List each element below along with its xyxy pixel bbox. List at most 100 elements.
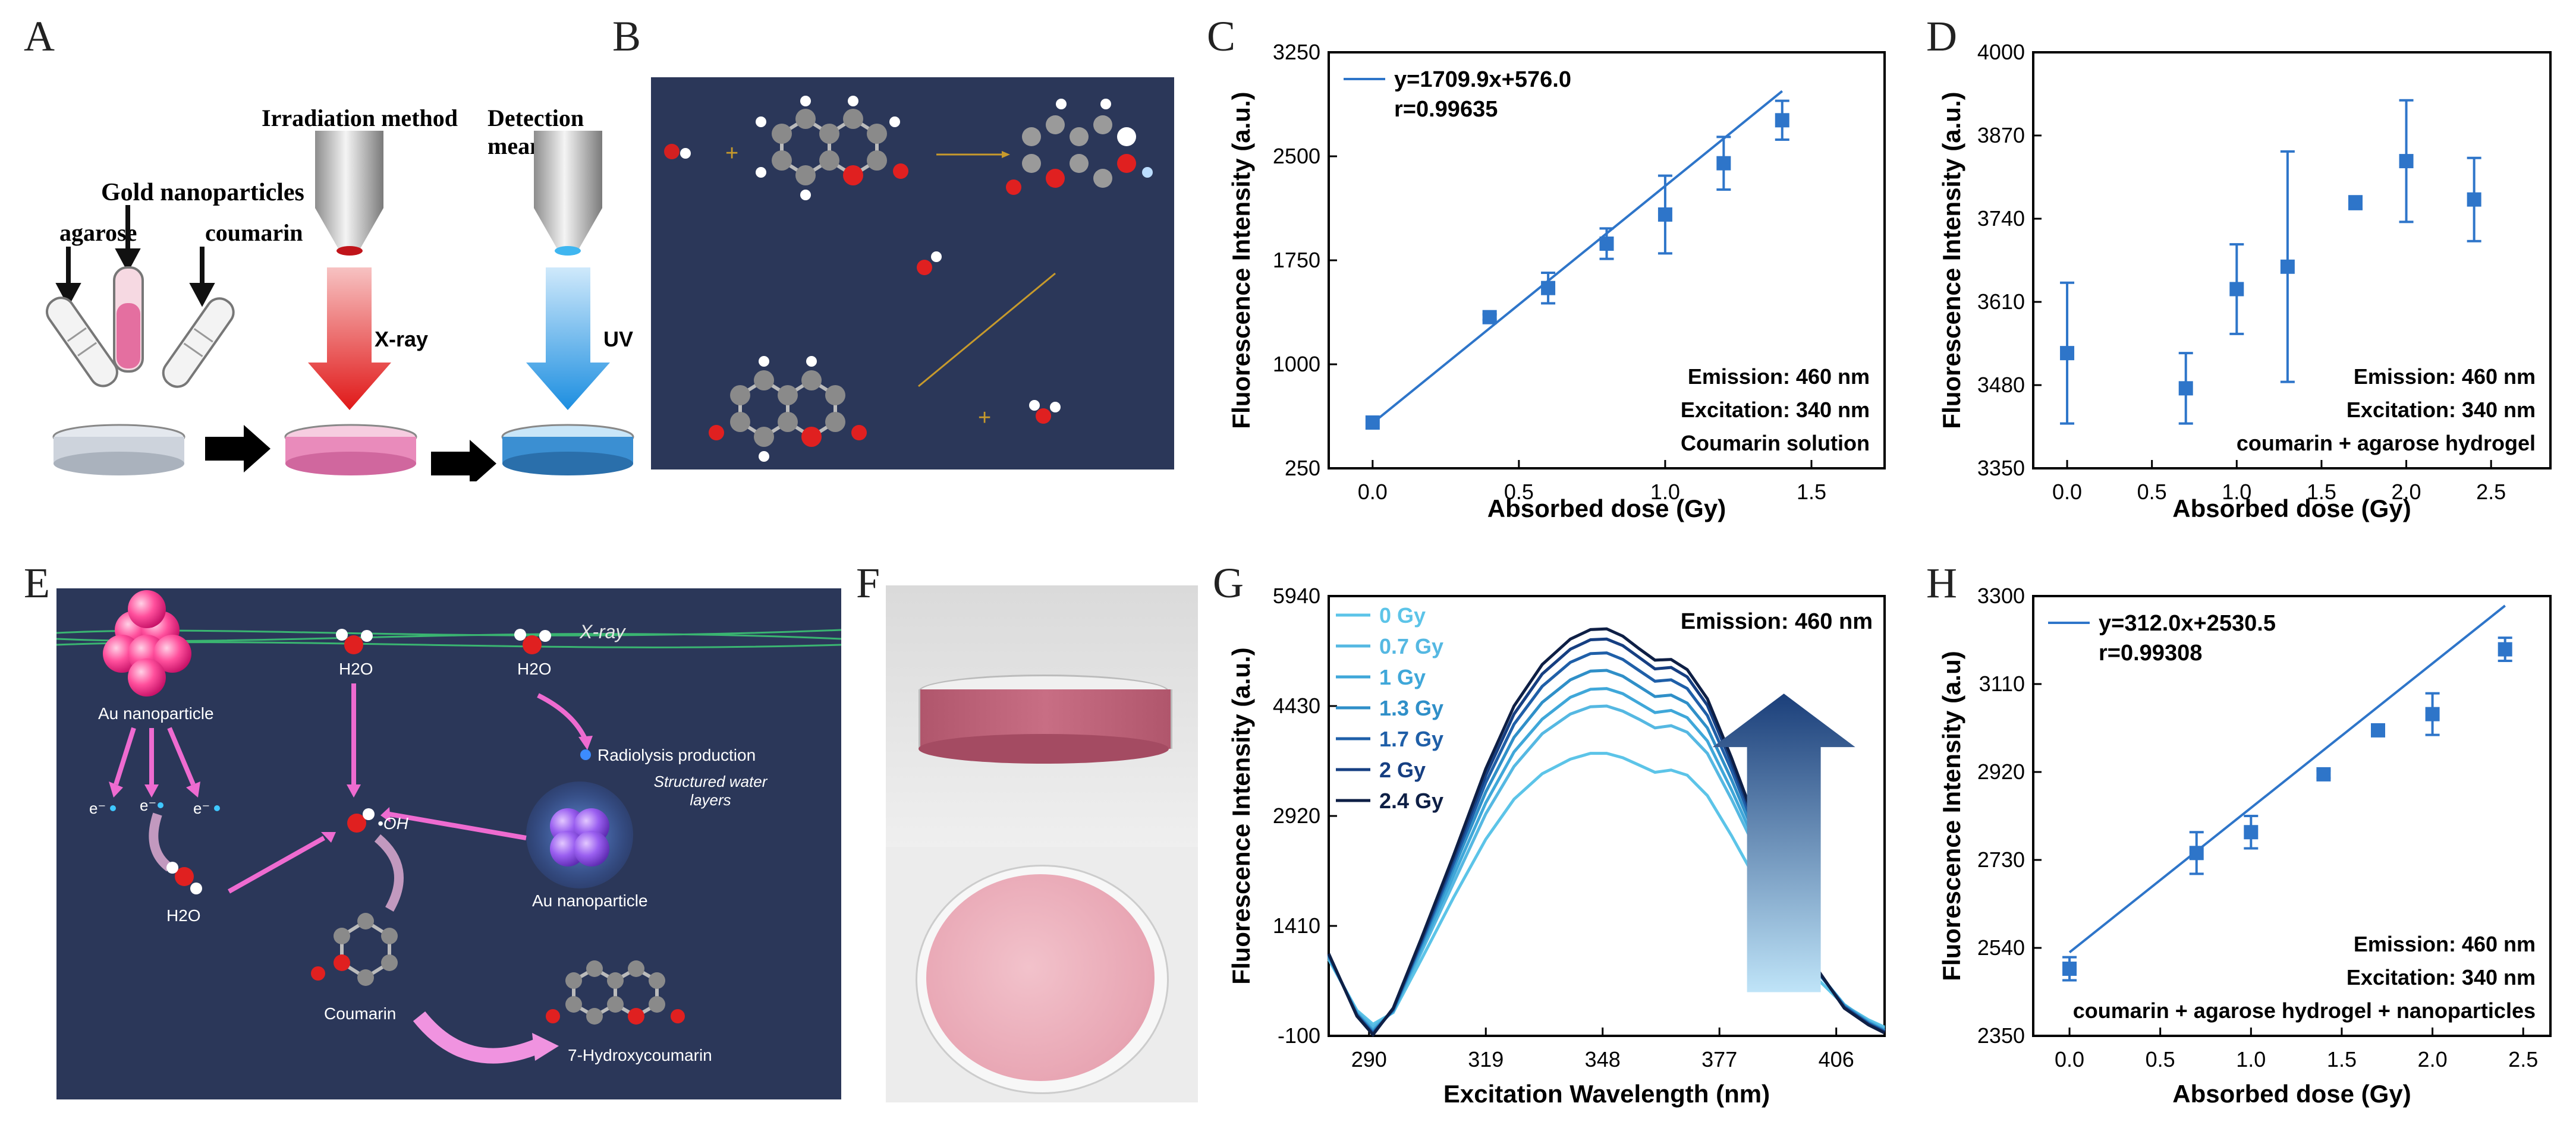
- water-product: [1029, 400, 1061, 424]
- panel-label-a: A: [24, 12, 55, 60]
- y-tick-label: 3480: [1977, 373, 2025, 397]
- mech-h2o-1: H2O: [339, 660, 373, 678]
- x-tick-label: 377: [1701, 1047, 1737, 1072]
- mech-e3: e⁻: [193, 799, 210, 817]
- x-axis-label: Absorbed dose (Gy): [2172, 1080, 2411, 1108]
- data-point: [1599, 237, 1614, 251]
- legend-label: 2.4 Gy: [1379, 789, 1443, 813]
- data-point: [2280, 259, 2295, 274]
- y-tick-label: 3740: [1977, 206, 2025, 231]
- x-tick-label: 2.0: [2418, 1047, 2448, 1072]
- schematic-panel: Gold nanoparticles agarose coumarin Irra…: [36, 77, 642, 481]
- note-line: Emission: 460 nm: [2354, 364, 2536, 389]
- emission-note: Emission: 460 nm: [1681, 609, 1873, 634]
- data-point: [2244, 825, 2259, 840]
- mech-au-label-2: Au nanoparticle: [532, 891, 648, 910]
- panel-label-g: G: [1213, 559, 1244, 607]
- mech-e1: e⁻: [89, 799, 106, 817]
- x-tick-label: 0.0: [2055, 1047, 2084, 1072]
- data-point: [2060, 346, 2075, 361]
- data-point: [1775, 113, 1789, 128]
- x-tick-label: 2.0: [2392, 480, 2421, 504]
- y-tick-label: 2540: [1977, 935, 2025, 960]
- mech-xray-label: X-ray: [580, 621, 625, 642]
- data-point: [1657, 207, 1672, 222]
- legend-equation: y=312.0x+2530.5: [2099, 611, 2276, 636]
- x-tick-label: 0.0: [2052, 480, 2082, 504]
- y-tick-label: 1000: [1273, 352, 1320, 376]
- x-tick-label: 1.5: [2307, 480, 2336, 504]
- xray-source: [308, 131, 391, 410]
- panel-label-d: D: [1926, 12, 1957, 60]
- x-tick-label: 319: [1468, 1047, 1504, 1072]
- coumarin-tube: [162, 297, 235, 388]
- data-point: [2178, 381, 2193, 396]
- data-point: [1482, 310, 1497, 324]
- dish-blue: [501, 424, 634, 475]
- y-tick-label: -100: [1278, 1023, 1320, 1048]
- note-line: coumarin + agarose hydrogel: [2237, 431, 2536, 455]
- arrowheads: [109, 736, 593, 843]
- au-nanoparticle-2: [550, 808, 609, 866]
- hydroxyl-radical-left: [664, 144, 691, 159]
- data-point: [2498, 642, 2512, 657]
- gold-tube: [113, 266, 144, 373]
- panel-label-f: F: [856, 559, 880, 607]
- y-axis-label: Fluorescence Intensity (a.u.): [1227, 92, 1255, 428]
- dish-plain: [52, 424, 185, 475]
- water-3: [166, 862, 202, 894]
- photo-dish-top: [886, 847, 1198, 1102]
- plus-sign-2: +: [978, 405, 991, 430]
- panel-label-b: B: [612, 12, 641, 60]
- x-tick-label: 290: [1351, 1047, 1387, 1072]
- x-tick-label: 1.0: [2236, 1047, 2266, 1072]
- note-line: coumarin + agarose hydrogel + nanopartic…: [2073, 998, 2536, 1023]
- note-line: Emission: 460 nm: [2354, 932, 2536, 956]
- legend-label: 0 Gy: [1379, 603, 1426, 628]
- x-tick-label: 1.5: [2327, 1047, 2357, 1072]
- y-tick-label: 2920: [1977, 760, 2025, 784]
- au-nanoparticle-cluster: [103, 590, 191, 697]
- y-tick-label: 2920: [1273, 803, 1320, 828]
- photo-dish-side: [886, 585, 1198, 847]
- note-line: Coumarin solution: [1681, 431, 1870, 455]
- y-tick-label: 2500: [1273, 144, 1320, 168]
- data-point: [2399, 154, 2414, 169]
- xray-label: X-ray: [375, 327, 429, 351]
- note-line: Excitation: 340 nm: [2347, 398, 2536, 422]
- uv-source: [526, 131, 610, 410]
- data-point: [2189, 846, 2204, 861]
- y-tick-label: 3250: [1273, 40, 1320, 64]
- x-tick-label: 0.5: [2137, 480, 2167, 504]
- flow-arrow-1: [205, 425, 271, 472]
- hydroxycoumarin-atoms: [709, 356, 867, 462]
- y-tick-label: 3610: [1977, 289, 2025, 314]
- y-axis-label: Fluorescence Intensity (a.u.): [1227, 647, 1255, 984]
- legend-label: 1.7 Gy: [1379, 727, 1443, 751]
- y-tick-label: 3110: [1979, 672, 2025, 696]
- water-1: [336, 629, 373, 654]
- agarose-tube: [45, 297, 118, 387]
- legend-equation: y=1709.9x+576.0: [1394, 67, 1571, 92]
- y-tick-label: 3870: [1977, 123, 2025, 147]
- plus-sign: +: [725, 141, 738, 166]
- y-tick-label: 4430: [1273, 694, 1320, 718]
- chart-g: 290 319 348 377 406 -100 1410 2920 4430 5940 Excit…: [1227, 584, 1886, 1108]
- reaction-panel: + +: [651, 77, 1174, 469]
- water-2: [514, 629, 551, 654]
- legend-r: r=0.99635: [1394, 97, 1498, 122]
- curve-e: [149, 812, 173, 872]
- data-point: [1365, 415, 1380, 430]
- x-tick-label: 0.5: [1504, 480, 1534, 504]
- plot-frame: [2032, 51, 2552, 469]
- flow-arrow-2: [431, 440, 496, 481]
- chart-d: 0.0 0.5 1.0 1.5 2.0 2.5 3350 3480 3610 3740 3870 40…: [1937, 40, 2552, 522]
- intermediate-molecule: [1006, 99, 1153, 195]
- chart-c: 0.0 0.5 1.0 1.5 250 1000 1750 2500 3250 Absorbed …: [1227, 40, 1886, 522]
- x-tick-label: 0.0: [1358, 480, 1388, 504]
- y-tick-label: 5940: [1273, 584, 1320, 608]
- data-point: [2425, 707, 2440, 721]
- y-tick-label: 2730: [1977, 847, 2025, 872]
- fit-line: [2068, 604, 2506, 953]
- coumarin-mech: [340, 919, 391, 979]
